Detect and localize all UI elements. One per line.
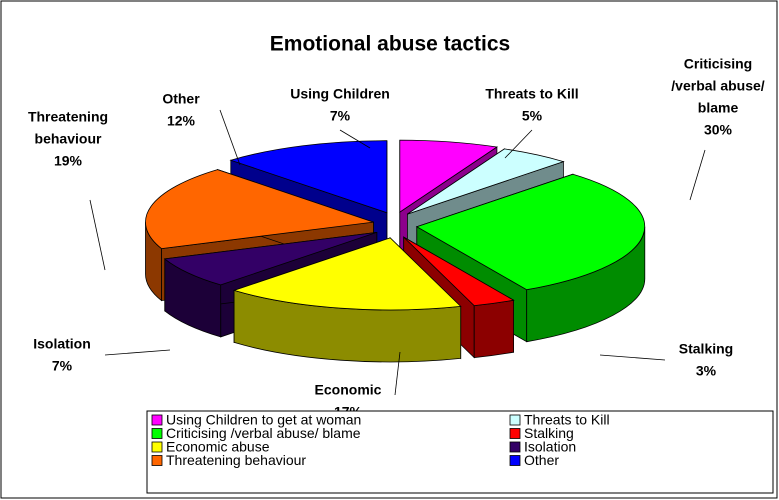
slice-top bbox=[229, 140, 388, 214]
legend-label: Other bbox=[524, 452, 559, 468]
value-label: 3% bbox=[696, 363, 717, 379]
legend-swatch bbox=[151, 414, 163, 426]
legend: Using Children to get at woman Threats to… bbox=[146, 410, 774, 494]
slice-label: Criticising bbox=[684, 56, 752, 72]
legend-label: Economic abuse bbox=[166, 439, 270, 455]
legend-label: Threatening behaviour bbox=[166, 452, 306, 468]
slice-label: Stalking bbox=[679, 341, 733, 357]
pie bbox=[145, 139, 646, 363]
leader-line bbox=[504, 129, 533, 159]
chart-title: Emotional abuse tactics bbox=[270, 33, 510, 56]
slice-label: Threatening bbox=[28, 109, 108, 125]
value-label: 7% bbox=[330, 108, 351, 124]
slice-label: Other bbox=[162, 91, 200, 107]
slice-label: Threats to Kill bbox=[485, 86, 578, 102]
leader-line bbox=[599, 354, 666, 361]
slice-top bbox=[407, 148, 565, 215]
legend-swatch bbox=[509, 455, 521, 466]
slice-top bbox=[163, 232, 377, 286]
leader-line bbox=[339, 129, 371, 149]
slice-top bbox=[415, 173, 646, 291]
slice-side bbox=[473, 299, 514, 359]
value-label: 30% bbox=[704, 122, 733, 138]
leader-line bbox=[89, 199, 106, 271]
leader-line bbox=[219, 109, 241, 166]
slice-label: /verbal abuse/ bbox=[671, 78, 764, 94]
slice-label: blame bbox=[698, 100, 739, 116]
legend-swatch bbox=[509, 441, 521, 453]
slice-top bbox=[403, 236, 515, 307]
legend-label: Criticising /verbal abuse/ blame bbox=[166, 425, 361, 441]
data-labels: Using Children 7% Threats to Kill 5% Critici… bbox=[28, 56, 765, 420]
slice-top bbox=[399, 139, 498, 213]
slice-label: Using Children bbox=[290, 86, 390, 102]
value-label: 12% bbox=[167, 113, 196, 129]
legend-label: Stalking bbox=[524, 425, 574, 441]
slice-top bbox=[232, 237, 462, 311]
legend-label: Using Children to get at woman bbox=[166, 412, 361, 428]
value-label: 7% bbox=[52, 358, 73, 374]
legend-swatch bbox=[509, 428, 521, 439]
leader-line bbox=[104, 349, 171, 356]
leader-line bbox=[394, 351, 401, 396]
value-label: 5% bbox=[522, 108, 543, 124]
slice bbox=[232, 236, 462, 363]
legend-label: Threats to Kill bbox=[524, 412, 610, 428]
legend-swatch bbox=[509, 414, 521, 426]
slice-top bbox=[145, 169, 374, 250]
legend-swatch bbox=[151, 455, 163, 466]
legend-swatch bbox=[151, 441, 163, 453]
slice-label: Isolation bbox=[33, 336, 91, 352]
value-label: 19% bbox=[54, 153, 83, 169]
legend-swatch bbox=[151, 428, 163, 439]
leader-line bbox=[689, 149, 706, 201]
legend-label: Isolation bbox=[524, 439, 576, 455]
slice-label: behaviour bbox=[35, 131, 102, 147]
slice-label: Economic bbox=[315, 382, 382, 398]
legend-box bbox=[146, 410, 774, 494]
